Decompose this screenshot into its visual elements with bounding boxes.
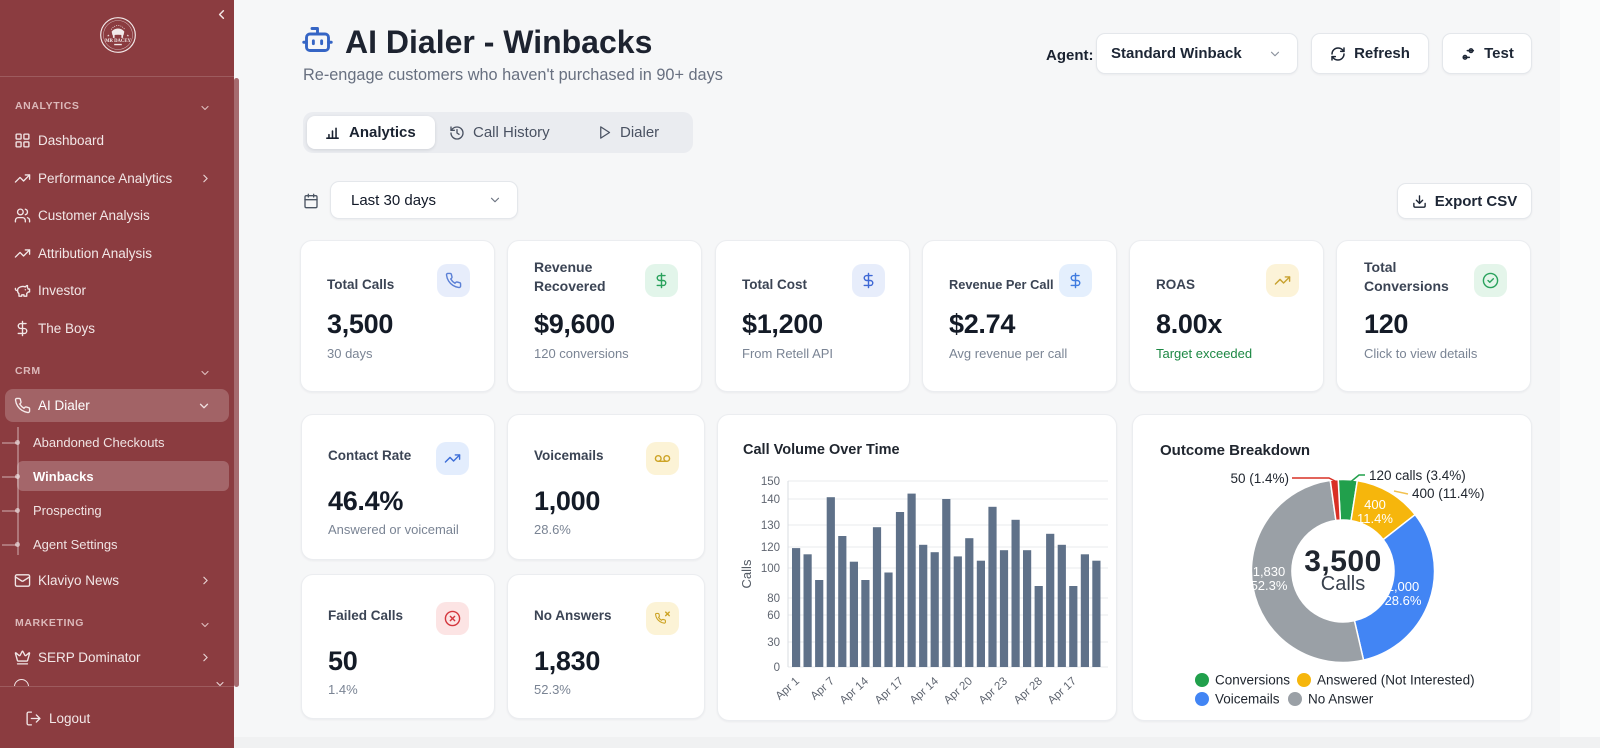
svg-text:52.3%: 52.3% [1251, 578, 1288, 593]
svg-text:60: 60 [767, 610, 780, 622]
svg-text:130: 130 [761, 520, 780, 532]
svg-text:Apr 23: Apr 23 [977, 675, 1010, 707]
svg-text:30: 30 [767, 637, 780, 649]
svg-text:Conversions: Conversions [1215, 673, 1290, 688]
svg-text:Apr 14: Apr 14 [838, 675, 872, 707]
svg-text:50 (1.4%): 50 (1.4%) [1230, 471, 1289, 486]
svg-text:1,830: 1,830 [1253, 564, 1286, 579]
svg-text:Calls: Calls [739, 559, 754, 588]
svg-text:Voicemails: Voicemails [1215, 692, 1280, 707]
svg-text:80: 80 [767, 593, 780, 605]
svg-text:Apr 17: Apr 17 [1046, 675, 1079, 707]
svg-text:Apr 17: Apr 17 [873, 675, 906, 707]
svg-text:400 (11.4%): 400 (11.4%) [1412, 486, 1485, 501]
svg-text:11.4%: 11.4% [1357, 511, 1393, 526]
svg-text:1,000: 1,000 [1387, 579, 1420, 594]
svg-text:Apr 1: Apr 1 [774, 675, 802, 702]
svg-text:Call Volume Over Time: Call Volume Over Time [743, 442, 900, 458]
svg-text:Apr 14: Apr 14 [908, 675, 942, 707]
svg-text:★: ★ [107, 33, 110, 37]
svg-text:28.6%: 28.6% [1385, 593, 1422, 608]
svg-text:100: 100 [761, 563, 780, 575]
svg-text:120 calls (3.4%): 120 calls (3.4%) [1369, 468, 1466, 483]
svg-text:MR DACEY: MR DACEY [105, 39, 131, 44]
svg-text:400: 400 [1364, 497, 1386, 512]
svg-text:0: 0 [774, 662, 780, 674]
svg-text:Apr 28: Apr 28 [1012, 675, 1045, 707]
svg-text:Apr 7: Apr 7 [809, 675, 837, 702]
svg-text:150: 150 [761, 476, 780, 488]
svg-text:3,500: 3,500 [1304, 545, 1382, 578]
svg-text:Calls: Calls [1321, 573, 1365, 595]
svg-text:No Answer: No Answer [1308, 692, 1374, 707]
svg-text:120: 120 [761, 542, 780, 554]
svg-text:Apr 20: Apr 20 [942, 675, 975, 707]
svg-text:Outcome Breakdown: Outcome Breakdown [1160, 442, 1310, 459]
svg-text:Answered (Not Interested): Answered (Not Interested) [1317, 673, 1475, 688]
svg-text:140: 140 [761, 494, 780, 506]
svg-text:★: ★ [126, 33, 129, 37]
